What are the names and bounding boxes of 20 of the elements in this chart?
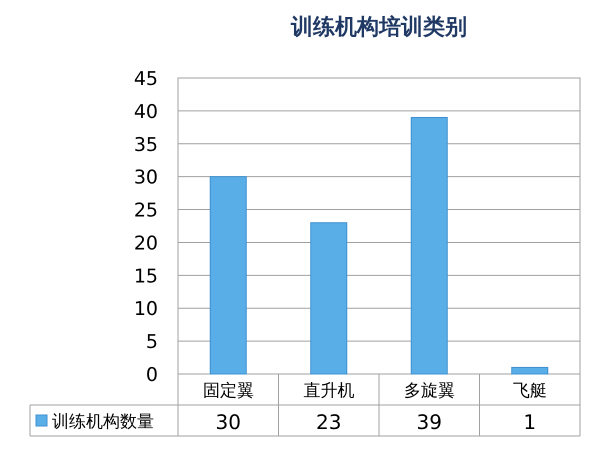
y-tick-label: 40	[134, 100, 158, 123]
y-tick-label: 0	[146, 364, 158, 386]
x-tick-label: 固定翼	[202, 381, 254, 401]
data-label: 30	[216, 410, 241, 434]
data-label: 39	[416, 410, 442, 434]
y-tick-label: 30	[134, 166, 158, 189]
x-tick-label: 直升机	[303, 381, 354, 401]
y-tick-label: 15	[134, 265, 158, 288]
chart-title: 训练机构培训类别	[290, 14, 467, 40]
y-tick-label: 5	[146, 331, 158, 354]
data-label: 23	[316, 410, 342, 434]
y-tick-label: 25	[134, 200, 158, 222]
y-tick-label: 10	[134, 298, 158, 320]
legend-label: 训练机构数量	[52, 412, 154, 432]
x-tick-label: 飞艇	[512, 381, 547, 401]
data-label: 1	[523, 410, 536, 434]
x-tick-label: 多旋翼	[404, 381, 455, 401]
y-tick-label: 20	[134, 232, 158, 254]
y-tick-label: 35	[134, 134, 158, 156]
y-tick-label: 45	[134, 68, 158, 90]
